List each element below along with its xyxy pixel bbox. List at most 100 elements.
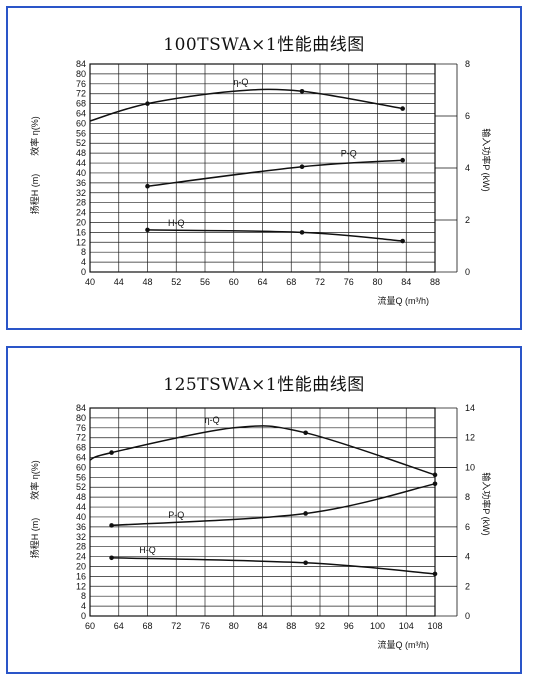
y-tick-label: 76 [76, 79, 86, 89]
series-label: η-Q [205, 415, 220, 425]
y2-tick-label: 12 [465, 433, 475, 443]
x-tick-label: 80 [372, 277, 382, 287]
chart-panel-125tswa: 125TSWA×1性能曲线图 60 64 68 72 76 80 84 88 92 96 100 10… [6, 346, 522, 674]
y-tick-label: 24 [76, 208, 86, 218]
y-tick-label: 28 [76, 198, 86, 208]
data-point [145, 101, 150, 106]
y-tick-label: 0 [81, 267, 86, 277]
series-line [111, 483, 436, 527]
data-point [109, 523, 114, 528]
x-tick-label: 64 [257, 277, 267, 287]
y-tick-label: 64 [76, 109, 86, 119]
y2-tick-label: 0 [465, 611, 470, 621]
y-tick-label: 48 [76, 148, 86, 158]
y-tick-label: 32 [76, 532, 86, 542]
x-tick-label: 76 [200, 621, 210, 631]
x-tick-label: 100 [370, 621, 385, 631]
y-tick-label: 44 [76, 158, 86, 168]
y-tick-label: 0 [81, 611, 86, 621]
x-tick-label: 84 [401, 277, 411, 287]
y-tick-label: 12 [76, 237, 86, 247]
series-label: P-Q [168, 510, 184, 520]
y-tick-label: 80 [76, 413, 86, 423]
x-tick-label: 60 [229, 277, 239, 287]
data-point [109, 555, 114, 561]
y-tick-label: 84 [76, 403, 86, 413]
data-point [303, 430, 308, 436]
y-tick-label: 84 [76, 59, 86, 69]
x-tick-label: 60 [85, 621, 95, 631]
y-tick-label: 52 [76, 482, 86, 492]
y2-tick-label: 6 [465, 522, 470, 532]
data-point [303, 560, 308, 566]
series-label: H-Q [168, 218, 185, 228]
y-tick-label: 32 [76, 188, 86, 198]
x-tick-label: 76 [344, 277, 354, 287]
x-tick-label: 84 [257, 621, 267, 631]
x-tick-label: 88 [286, 621, 296, 631]
y-tick-label: 80 [76, 69, 86, 79]
y2-tick-label: 6 [465, 111, 470, 121]
data-point [109, 450, 114, 455]
y-axis-label-efficiency: 效率 η(%) [29, 460, 40, 500]
y-tick-label: 56 [76, 128, 86, 138]
y-tick-label: 8 [81, 591, 86, 601]
y-tick-label: 4 [81, 257, 86, 267]
y-tick-label: 68 [76, 99, 86, 109]
y-tick-label: 56 [76, 472, 86, 482]
y-tick-label: 8 [81, 247, 86, 257]
y-tick-label: 60 [76, 118, 86, 128]
y-tick-label: 16 [76, 571, 86, 581]
x-tick-label: 88 [430, 277, 440, 287]
x-tick-label: 96 [344, 621, 354, 631]
y2-axis-label-power: 输入功率P (kW) [481, 472, 492, 535]
y-tick-label: 72 [76, 89, 86, 99]
x-axis-label: 流量Q (m³/h) [378, 295, 430, 306]
chart-title: 125TSWA×1性能曲线图 [163, 375, 365, 395]
y2-tick-label: 8 [465, 492, 470, 502]
series-line [147, 229, 403, 242]
data-point [145, 183, 150, 189]
data-point [400, 238, 405, 244]
y-tick-label: 52 [76, 138, 86, 148]
x-tick-label: 44 [114, 277, 124, 287]
x-tick-label: 68 [286, 277, 296, 287]
data-point [299, 164, 305, 169]
series-label: H-Q [139, 545, 156, 555]
plot-frame [89, 407, 436, 617]
y-axis-label-head: 扬程H (m) [29, 518, 40, 559]
data-point [432, 481, 438, 487]
y-tick-label: 76 [76, 423, 86, 433]
y-tick-label: 4 [81, 601, 86, 611]
x-tick-label: 52 [171, 277, 181, 287]
series-line [111, 557, 436, 575]
y-tick-label: 36 [76, 522, 86, 532]
data-point [400, 157, 405, 163]
y-axis-label-head: 扬程H (m) [29, 174, 40, 215]
y-axis-label-efficiency: 效率 η(%) [29, 116, 40, 156]
series-line [89, 425, 436, 476]
x-tick-label: 72 [315, 277, 325, 287]
data-point [145, 227, 150, 233]
data-point [303, 511, 308, 516]
x-tick-label: 104 [399, 621, 414, 631]
y-tick-label: 16 [76, 227, 86, 237]
x-tick-label: 68 [142, 621, 152, 631]
y2-tick-label: 4 [465, 163, 470, 173]
y2-tick-label: 0 [465, 267, 470, 277]
data-point [299, 88, 305, 94]
x-tick-label: 40 [85, 277, 95, 287]
data-point [432, 571, 438, 577]
y2-tick-label: 2 [465, 215, 470, 225]
y-tick-label: 48 [76, 492, 86, 502]
y-tick-label: 68 [76, 443, 86, 453]
series-line [89, 88, 403, 122]
y2-axis-label-power: 输入功率P (kW) [481, 128, 492, 191]
data-point [432, 472, 438, 478]
x-tick-label: 48 [142, 277, 152, 287]
y-tick-label: 20 [76, 217, 86, 227]
y-tick-label: 28 [76, 542, 86, 552]
y-tick-label: 20 [76, 561, 86, 571]
chart-title: 100TSWA×1性能曲线图 [163, 35, 365, 55]
y2-tick-label: 10 [465, 462, 475, 472]
